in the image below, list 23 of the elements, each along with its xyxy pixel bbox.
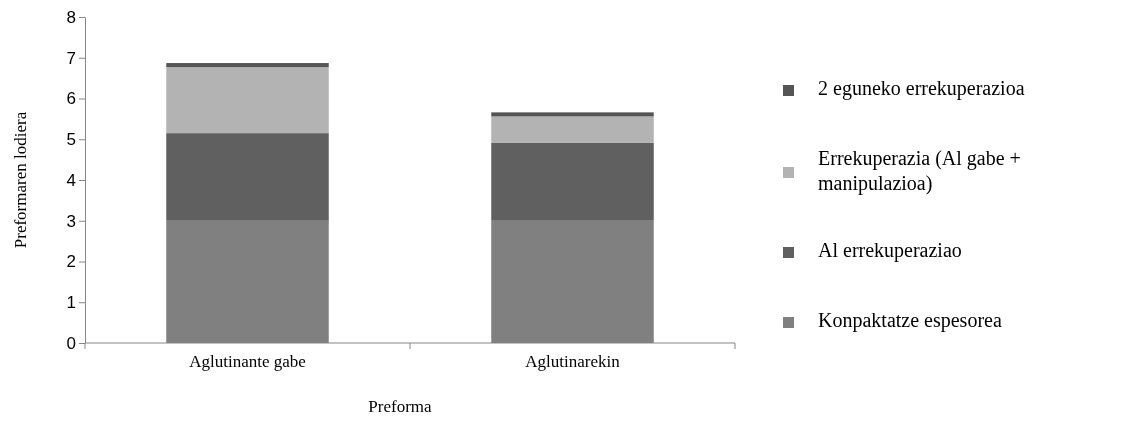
y-axis-title: Preformaren lodiera xyxy=(11,111,30,249)
y-tick-label: 6 xyxy=(66,89,76,109)
bar xyxy=(491,112,654,117)
legend-label: Al errekuperaziao xyxy=(818,239,962,262)
y-tick-label: 4 xyxy=(66,170,76,190)
y-tick-label: 1 xyxy=(66,293,76,313)
bar xyxy=(491,142,654,221)
x-tick-label: Aglutinarekin xyxy=(525,352,621,372)
y-tick-label: 2 xyxy=(66,252,76,272)
bar xyxy=(166,63,329,68)
y-tick-label: 8 xyxy=(66,7,76,27)
legend-label: Errekuperazia (Al gabe + manipulazioa) xyxy=(818,147,1021,195)
legend-label: Konpaktatze espesorea xyxy=(818,309,1002,332)
y-tick-label: 0 xyxy=(66,333,76,353)
legend-label: 2 eguneko errekuperazioa xyxy=(818,77,1025,100)
bar xyxy=(166,133,329,221)
y-tick-label: 3 xyxy=(66,211,76,231)
x-axis-title: Preforma xyxy=(368,397,433,416)
bar xyxy=(491,116,654,143)
y-tick-label: 7 xyxy=(66,48,76,68)
y-tick-label: 5 xyxy=(66,130,76,150)
bar xyxy=(166,67,329,134)
x-tick-label: Aglutinante gabe xyxy=(189,352,306,372)
